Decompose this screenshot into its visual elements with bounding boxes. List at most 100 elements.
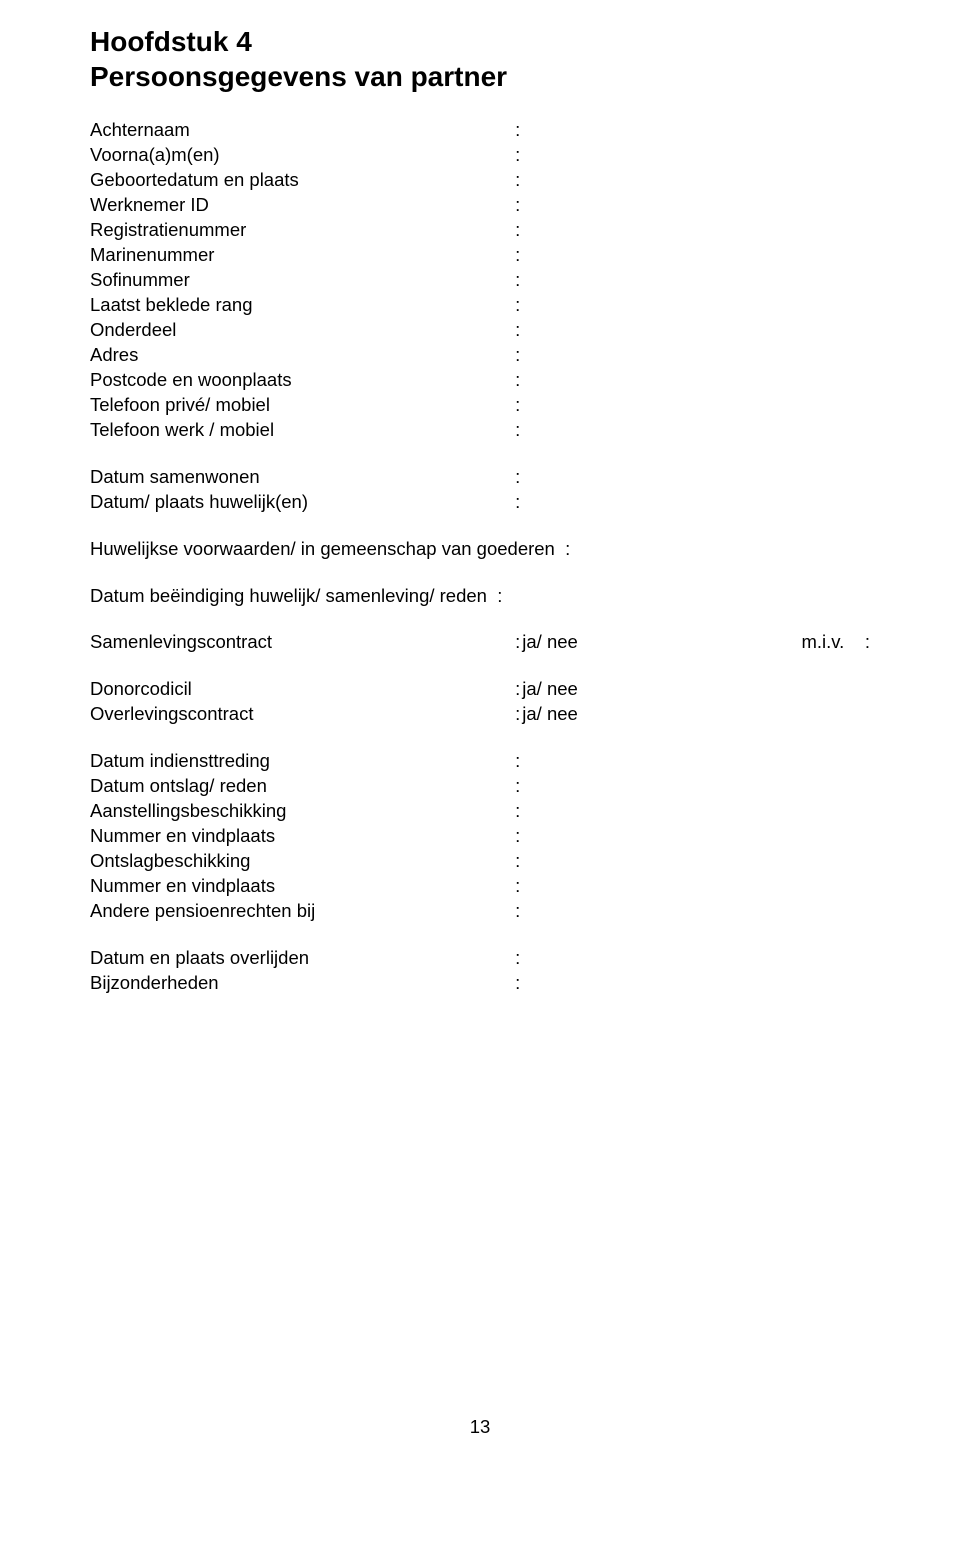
field-row: Samenlevingscontract : ja/ neem.i.v. : bbox=[90, 630, 870, 655]
field-separator: : bbox=[510, 899, 520, 924]
field-separator: : bbox=[510, 143, 520, 168]
field-row: Andere pensioenrechten bij : bbox=[90, 899, 870, 924]
field-separator: : bbox=[510, 193, 520, 218]
field-row: Bijzonderheden : bbox=[90, 971, 870, 996]
field-label: Andere pensioenrechten bij bbox=[90, 899, 510, 924]
field-separator: : bbox=[510, 946, 520, 971]
field-separator: : bbox=[510, 218, 520, 243]
field-label: Laatst beklede rang bbox=[90, 293, 510, 318]
title-line-2: Persoonsgegevens van partner bbox=[90, 59, 870, 94]
field-row: Voorna(a)m(en) : bbox=[90, 143, 870, 168]
field-row: Registratienummer : bbox=[90, 218, 870, 243]
field-block: Datum beëindiging huwelijk/ samenleving/… bbox=[90, 584, 870, 609]
field-row: Postcode en woonplaats : bbox=[90, 368, 870, 393]
field-separator: : bbox=[487, 584, 502, 609]
field-label: Overlevingscontract bbox=[90, 702, 510, 727]
field-separator: : bbox=[510, 465, 520, 490]
field-separator: : bbox=[510, 490, 520, 515]
field-label: Geboortedatum en plaats bbox=[90, 168, 510, 193]
field-block: Datum indiensttreding :Datum ontslag/ re… bbox=[90, 749, 870, 924]
field-value: ja/ nee bbox=[520, 677, 578, 702]
field-block: Donorcodicil : ja/ neeOverlevingscontrac… bbox=[90, 677, 870, 727]
field-separator: : bbox=[510, 318, 520, 343]
field-label: Telefoon werk / mobiel bbox=[90, 418, 510, 443]
field-row: Ontslagbeschikking : bbox=[90, 849, 870, 874]
field-separator: : bbox=[510, 774, 520, 799]
field-label: Datum ontslag/ reden bbox=[90, 774, 510, 799]
field-row: Onderdeel : bbox=[90, 318, 870, 343]
field-label: Datum/ plaats huwelijk(en) bbox=[90, 490, 510, 515]
field-separator: : bbox=[510, 243, 520, 268]
field-label: Ontslagbeschikking bbox=[90, 849, 510, 874]
field-row: Telefoon werk / mobiel : bbox=[90, 418, 870, 443]
field-label: Adres bbox=[90, 343, 510, 368]
field-value: ja/ nee bbox=[520, 630, 578, 655]
field-separator: : bbox=[510, 874, 520, 899]
field-row: Aanstellingsbeschikking : bbox=[90, 799, 870, 824]
field-separator: : bbox=[510, 343, 520, 368]
field-block: Achternaam :Voorna(a)m(en) :Geboortedatu… bbox=[90, 118, 870, 443]
page-number: 13 bbox=[90, 1416, 870, 1438]
field-label: Postcode en woonplaats bbox=[90, 368, 510, 393]
title-line-1: Hoofdstuk 4 bbox=[90, 24, 870, 59]
field-row: Laatst beklede rang : bbox=[90, 293, 870, 318]
field-separator: : bbox=[510, 268, 520, 293]
field-label: Samenlevingscontract bbox=[90, 630, 510, 655]
field-block: Datum en plaats overlijden :Bijzonderhed… bbox=[90, 946, 870, 996]
field-row: Geboortedatum en plaats : bbox=[90, 168, 870, 193]
field-row: Donorcodicil : ja/ nee bbox=[90, 677, 870, 702]
field-block: Datum samenwonen :Datum/ plaats huwelijk… bbox=[90, 465, 870, 515]
field-label: Registratienummer bbox=[90, 218, 510, 243]
field-separator: : bbox=[510, 749, 520, 774]
field-tail: m.i.v. : bbox=[801, 630, 870, 655]
field-separator: : bbox=[510, 849, 520, 874]
field-row: Datum indiensttreding : bbox=[90, 749, 870, 774]
field-separator: : bbox=[510, 168, 520, 193]
field-label: Nummer en vindplaats bbox=[90, 824, 510, 849]
field-label: Donorcodicil bbox=[90, 677, 510, 702]
field-label: Telefoon privé/ mobiel bbox=[90, 393, 510, 418]
field-separator: : bbox=[510, 293, 520, 318]
field-separator: : bbox=[555, 537, 570, 562]
field-block: Huwelijkse voorwaarden/ in gemeenschap v… bbox=[90, 537, 870, 562]
field-label: Huwelijkse voorwaarden/ in gemeenschap v… bbox=[90, 537, 555, 562]
field-row: Nummer en vindplaats : bbox=[90, 824, 870, 849]
field-row: Adres : bbox=[90, 343, 870, 368]
field-value: ja/ nee bbox=[520, 702, 578, 727]
field-separator: : bbox=[510, 418, 520, 443]
field-separator: : bbox=[510, 368, 520, 393]
field-row: Nummer en vindplaats : bbox=[90, 874, 870, 899]
field-separator: : bbox=[510, 677, 520, 702]
field-row: Sofinummer : bbox=[90, 268, 870, 293]
chapter-title: Hoofdstuk 4 Persoonsgegevens van partner bbox=[90, 24, 870, 94]
field-row: Datum samenwonen : bbox=[90, 465, 870, 490]
field-label: Datum indiensttreding bbox=[90, 749, 510, 774]
field-label: Datum samenwonen bbox=[90, 465, 510, 490]
field-separator: : bbox=[510, 971, 520, 996]
field-row: Werknemer ID : bbox=[90, 193, 870, 218]
field-separator: : bbox=[510, 118, 520, 143]
field-label: Nummer en vindplaats bbox=[90, 874, 510, 899]
field-row: Huwelijkse voorwaarden/ in gemeenschap v… bbox=[90, 537, 870, 562]
field-block: Samenlevingscontract : ja/ neem.i.v. : bbox=[90, 630, 870, 655]
field-label: Werknemer ID bbox=[90, 193, 510, 218]
field-label: Achternaam bbox=[90, 118, 510, 143]
field-row: Overlevingscontract : ja/ nee bbox=[90, 702, 870, 727]
field-label: Voorna(a)m(en) bbox=[90, 143, 510, 168]
field-row: Datum ontslag/ reden : bbox=[90, 774, 870, 799]
field-label: Bijzonderheden bbox=[90, 971, 510, 996]
field-label: Datum beëindiging huwelijk/ samenleving/… bbox=[90, 584, 487, 609]
field-row: Datum/ plaats huwelijk(en) : bbox=[90, 490, 870, 515]
field-label: Aanstellingsbeschikking bbox=[90, 799, 510, 824]
field-label: Sofinummer bbox=[90, 268, 510, 293]
field-separator: : bbox=[510, 824, 520, 849]
field-separator: : bbox=[510, 702, 520, 727]
field-row: Datum beëindiging huwelijk/ samenleving/… bbox=[90, 584, 870, 609]
field-row: Datum en plaats overlijden : bbox=[90, 946, 870, 971]
field-separator: : bbox=[510, 799, 520, 824]
field-separator: : bbox=[510, 393, 520, 418]
field-row: Marinenummer : bbox=[90, 243, 870, 268]
field-row: Telefoon privé/ mobiel : bbox=[90, 393, 870, 418]
field-label: Marinenummer bbox=[90, 243, 510, 268]
field-label: Onderdeel bbox=[90, 318, 510, 343]
